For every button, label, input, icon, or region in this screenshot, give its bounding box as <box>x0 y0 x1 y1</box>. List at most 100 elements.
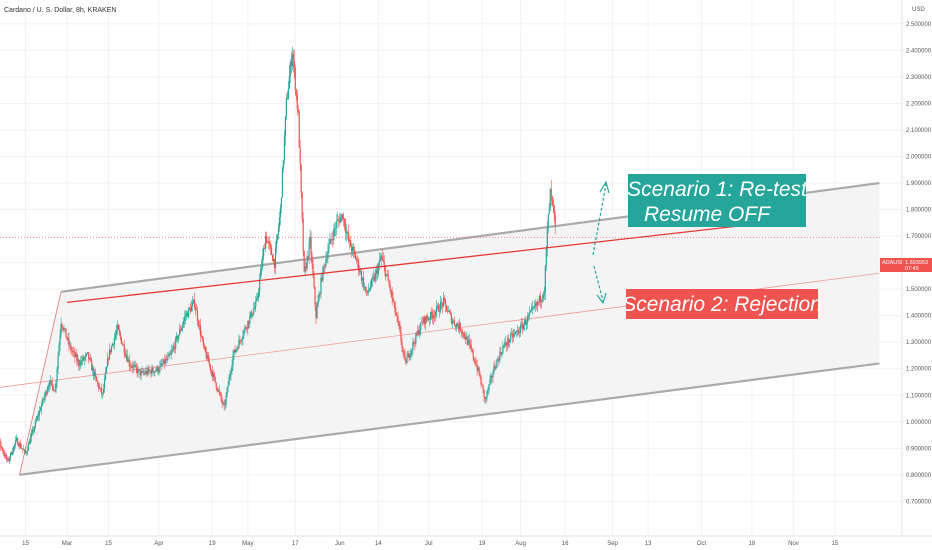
candle-body <box>174 346 176 349</box>
last-price-symbol: ADAUSD <box>882 260 905 266</box>
candle-body <box>116 324 118 331</box>
candle-body <box>476 365 478 371</box>
candle-body <box>256 298 258 301</box>
candle-body <box>276 234 279 241</box>
x-tick-label: Nov <box>788 541 799 547</box>
candle-body <box>472 350 474 358</box>
candle-body <box>386 274 388 275</box>
candle-body <box>199 325 201 336</box>
candle-body <box>268 242 271 245</box>
candle-body <box>451 321 454 324</box>
candle-body <box>203 345 205 347</box>
key-level-line[interactable] <box>66 224 744 304</box>
y-tick-label: 1.800000 <box>906 208 932 214</box>
candle-body <box>362 277 365 288</box>
candle-body <box>536 302 539 306</box>
candle-body <box>317 300 319 308</box>
candle-body <box>228 377 230 386</box>
candle-body <box>209 364 211 370</box>
x-tick-label: 17 <box>292 541 299 547</box>
candle-body <box>342 214 344 220</box>
candle-body <box>510 334 512 341</box>
candle-body <box>267 241 270 243</box>
candle-body <box>515 332 517 333</box>
candle-body <box>502 346 504 354</box>
candle-body <box>222 403 224 405</box>
candle-body <box>338 219 340 221</box>
candle-body <box>177 335 179 340</box>
scenario-1-subtext: Resume OFF <box>644 203 771 226</box>
x-axis[interactable]: 15 Mar 15 Apr 19 May 17 Jun 14 Jul 19 Aug 16 Sep 13 Oct… <box>0 535 932 547</box>
candle-body <box>157 366 159 372</box>
candle-body <box>283 136 286 161</box>
candle-body <box>119 332 121 338</box>
scenario-2-label[interactable]: Scenario 2: Rejection <box>622 289 822 319</box>
candle-body <box>71 350 73 352</box>
candle-body <box>86 353 88 355</box>
candle-body <box>219 392 221 395</box>
candle-body <box>535 303 538 306</box>
candle-body <box>301 192 303 219</box>
candle-body <box>432 315 434 319</box>
candle-body <box>243 330 245 337</box>
candle-body <box>542 295 544 299</box>
candle-body <box>189 308 192 312</box>
candle-body <box>24 449 27 454</box>
candle-body <box>365 290 368 292</box>
candle-body <box>346 232 348 233</box>
candle-body <box>437 305 439 307</box>
candle-body <box>496 359 498 368</box>
candle-body <box>332 239 334 240</box>
y-tick-label: 2.400000 <box>906 48 932 54</box>
candle-body <box>165 359 167 364</box>
candle-body <box>90 358 92 361</box>
candle-body <box>85 354 87 358</box>
candle-body <box>57 356 59 369</box>
candle-body <box>553 205 555 215</box>
candle-body <box>48 385 50 387</box>
y-tick-label: 0.800000 <box>906 473 932 479</box>
candle-body <box>267 241 269 243</box>
candle-body <box>31 429 33 434</box>
candle-body <box>158 371 160 372</box>
candle-body <box>246 328 248 330</box>
candle-body <box>233 349 235 356</box>
candle-body <box>485 397 487 400</box>
candle-body <box>419 330 421 335</box>
x-tick-label: May <box>242 541 253 547</box>
candle-body <box>67 338 69 340</box>
candle-body <box>326 258 328 260</box>
candle-body <box>83 356 85 360</box>
candle-body <box>15 437 18 441</box>
candle-body <box>508 338 510 343</box>
candle-body <box>179 329 181 335</box>
candle-body <box>438 311 441 313</box>
candle-body <box>376 269 378 275</box>
candle-body <box>452 320 455 322</box>
candle-body <box>44 391 46 397</box>
candle-body <box>145 371 147 374</box>
candle-body <box>489 379 491 385</box>
candle-body <box>441 303 444 307</box>
candle-body <box>422 321 424 323</box>
candle-body <box>282 160 285 169</box>
candle-body <box>307 256 309 258</box>
candle-body <box>524 320 527 325</box>
candle-body <box>99 387 102 389</box>
candle-body <box>466 336 468 345</box>
candle-body <box>160 363 162 366</box>
candle-body <box>55 381 57 390</box>
candle-body <box>187 308 190 317</box>
candle-body <box>12 452 14 455</box>
candle-body <box>50 380 52 382</box>
candle-body <box>418 330 420 335</box>
candle-body <box>6 455 8 460</box>
candle-body <box>429 318 431 320</box>
candle-body <box>215 382 217 388</box>
channel-lower-line[interactable] <box>19 362 880 476</box>
candle-body <box>551 196 553 201</box>
